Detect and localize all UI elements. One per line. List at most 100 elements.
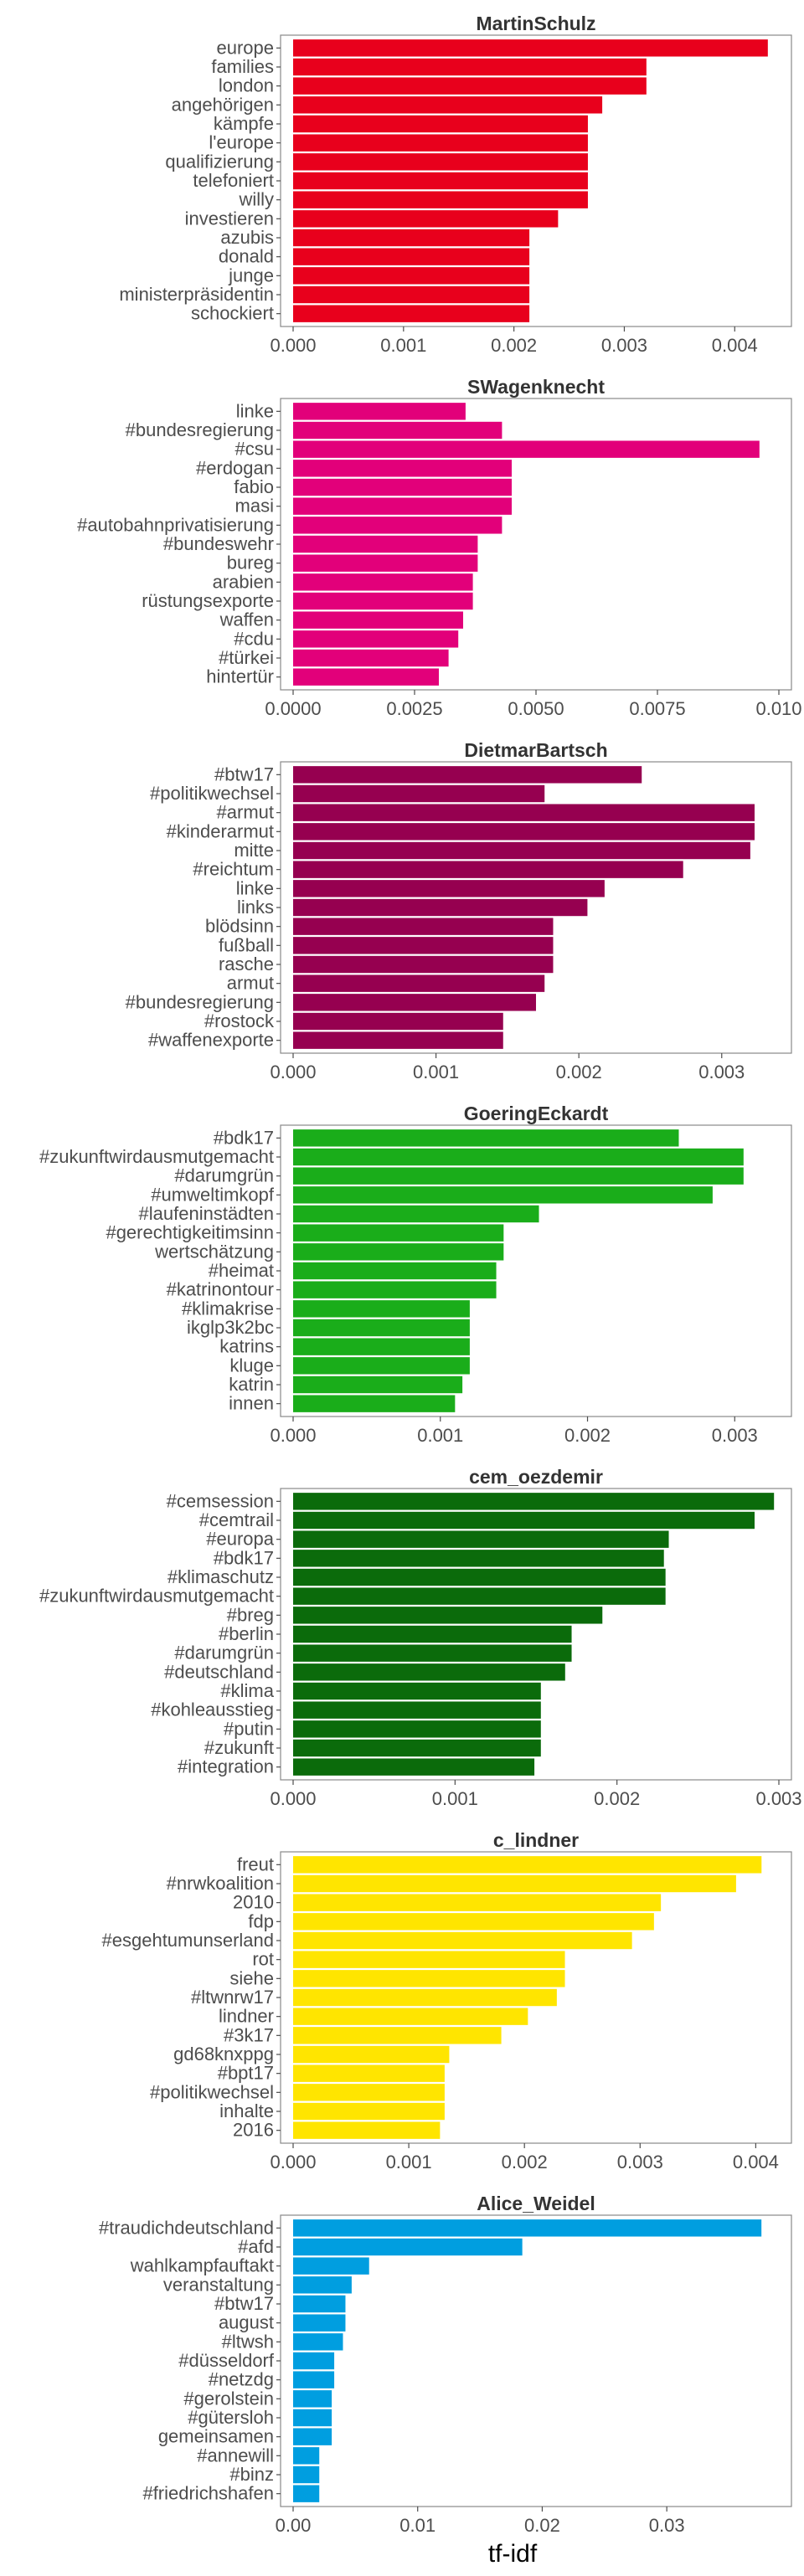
bar [293, 1148, 744, 1166]
category-label: #btw17 [214, 2293, 274, 2314]
category-label: investieren [185, 208, 274, 229]
category-label: angehörigen [172, 94, 274, 115]
x-tick-label: 0.004 [712, 335, 758, 356]
category-label: rasche [219, 954, 274, 974]
bar [293, 2447, 320, 2465]
bar [293, 2295, 346, 2313]
bar [293, 210, 559, 228]
category-label: august [219, 2312, 274, 2333]
bar [293, 96, 603, 114]
category-label: #btw17 [214, 764, 274, 784]
bar [293, 611, 463, 629]
panel-c_lindner: c_lindnerfreut#nrwkoalition2010fdp#esgeh… [102, 1829, 792, 2172]
bar [293, 2428, 332, 2445]
category-label: #gerolstein [183, 2388, 274, 2409]
bar [293, 1338, 470, 1355]
category-label: #bundesregierung [126, 991, 274, 1012]
bar [293, 2276, 352, 2294]
category-label: #ltwsh [222, 2331, 274, 2352]
category-label: #ltwnrw17 [191, 1987, 274, 2008]
bar [293, 191, 588, 208]
bar [293, 1281, 497, 1298]
category-label: #bpt17 [218, 2063, 274, 2084]
bar [293, 267, 530, 285]
bar [293, 460, 512, 477]
panel-title: DietmarBartsch [464, 739, 607, 761]
bar [293, 955, 554, 974]
category-label: bureg [227, 553, 274, 573]
bar [293, 2064, 445, 2082]
bar [293, 1913, 654, 1931]
bar [293, 1511, 755, 1530]
category-label: inhalte [219, 2100, 274, 2121]
category-label: #3k17 [224, 2024, 274, 2045]
category-label: donald [219, 246, 274, 267]
bar [293, 285, 530, 304]
bar [293, 649, 449, 667]
category-label: #putin [224, 1718, 274, 1739]
category-label: #kinderarmut [167, 820, 274, 841]
category-label: #breg [227, 1604, 274, 1625]
bar [293, 1701, 541, 1719]
bar [293, 1644, 572, 1662]
category-label: #politikwechsel [150, 2081, 274, 2102]
panel-GoeringEckardt: GoeringEckardt #bdk17#zukunftwirdausmutge… [39, 1103, 792, 1446]
panel-title: SWagenknecht [467, 376, 605, 398]
bar [293, 1758, 535, 1776]
bar [293, 115, 588, 133]
panel-title: cem_oezdemir [469, 1466, 603, 1488]
category-label: #reichtum [193, 859, 274, 880]
x-tick-label: 0.0050 [508, 698, 564, 719]
category-label: #türkei [219, 647, 274, 668]
bar [293, 77, 647, 95]
bar [293, 1375, 463, 1394]
category-label: #integration [178, 1756, 274, 1777]
panel-SWagenknecht: SWagenknecht linke#bundesregierung#csu#er… [77, 376, 801, 719]
category-label: #umweltimkopf [151, 1184, 275, 1205]
bar [293, 1988, 557, 2007]
x-tick-label: 0.003 [698, 1062, 745, 1082]
category-label: #cemsession [167, 1490, 274, 1511]
bar [293, 1607, 603, 1624]
x-tick-label: 0.01 [399, 2515, 436, 2536]
bar [293, 573, 473, 591]
bar [293, 1894, 662, 1911]
category-label: gemeinsamen [158, 2426, 274, 2447]
bar [293, 1357, 470, 1375]
bar [293, 1224, 504, 1242]
bar [293, 841, 750, 860]
bar [293, 1395, 456, 1412]
panel-MartinSchulz: MartinSchulz europefamilieslondonangehöri… [119, 13, 792, 356]
bar [293, 2257, 369, 2275]
bar [293, 2465, 320, 2484]
panel-title: GoeringEckardt [464, 1103, 609, 1124]
bar [293, 478, 512, 496]
category-label: gd68knxppg [173, 2044, 274, 2064]
bar [293, 2219, 762, 2237]
bar [293, 440, 760, 458]
bar [293, 1262, 497, 1280]
bar [293, 1550, 664, 1567]
x-tick-label: 0.003 [755, 1788, 801, 1809]
category-label: linke [236, 877, 274, 898]
bar [293, 668, 439, 686]
category-label: schockiert [191, 303, 274, 324]
bar [293, 1186, 713, 1204]
category-label: fabio [234, 476, 274, 497]
category-label: linke [236, 400, 274, 421]
bar [293, 2008, 528, 2025]
category-label: #heimat [209, 1260, 274, 1281]
category-label: innen [229, 1393, 274, 1414]
bar [293, 1970, 565, 1987]
bar [293, 2238, 523, 2256]
category-label: blödsinn [205, 916, 274, 937]
bar [293, 1663, 565, 1681]
bar [293, 974, 545, 992]
category-label: katrin [229, 1374, 274, 1395]
category-label: #bdk17 [214, 1547, 274, 1568]
x-tick-label: 0.0075 [629, 698, 685, 719]
category-label: #rostock [204, 1010, 275, 1031]
bar [293, 1931, 632, 1950]
bar [293, 1031, 503, 1049]
bar [293, 1167, 744, 1185]
